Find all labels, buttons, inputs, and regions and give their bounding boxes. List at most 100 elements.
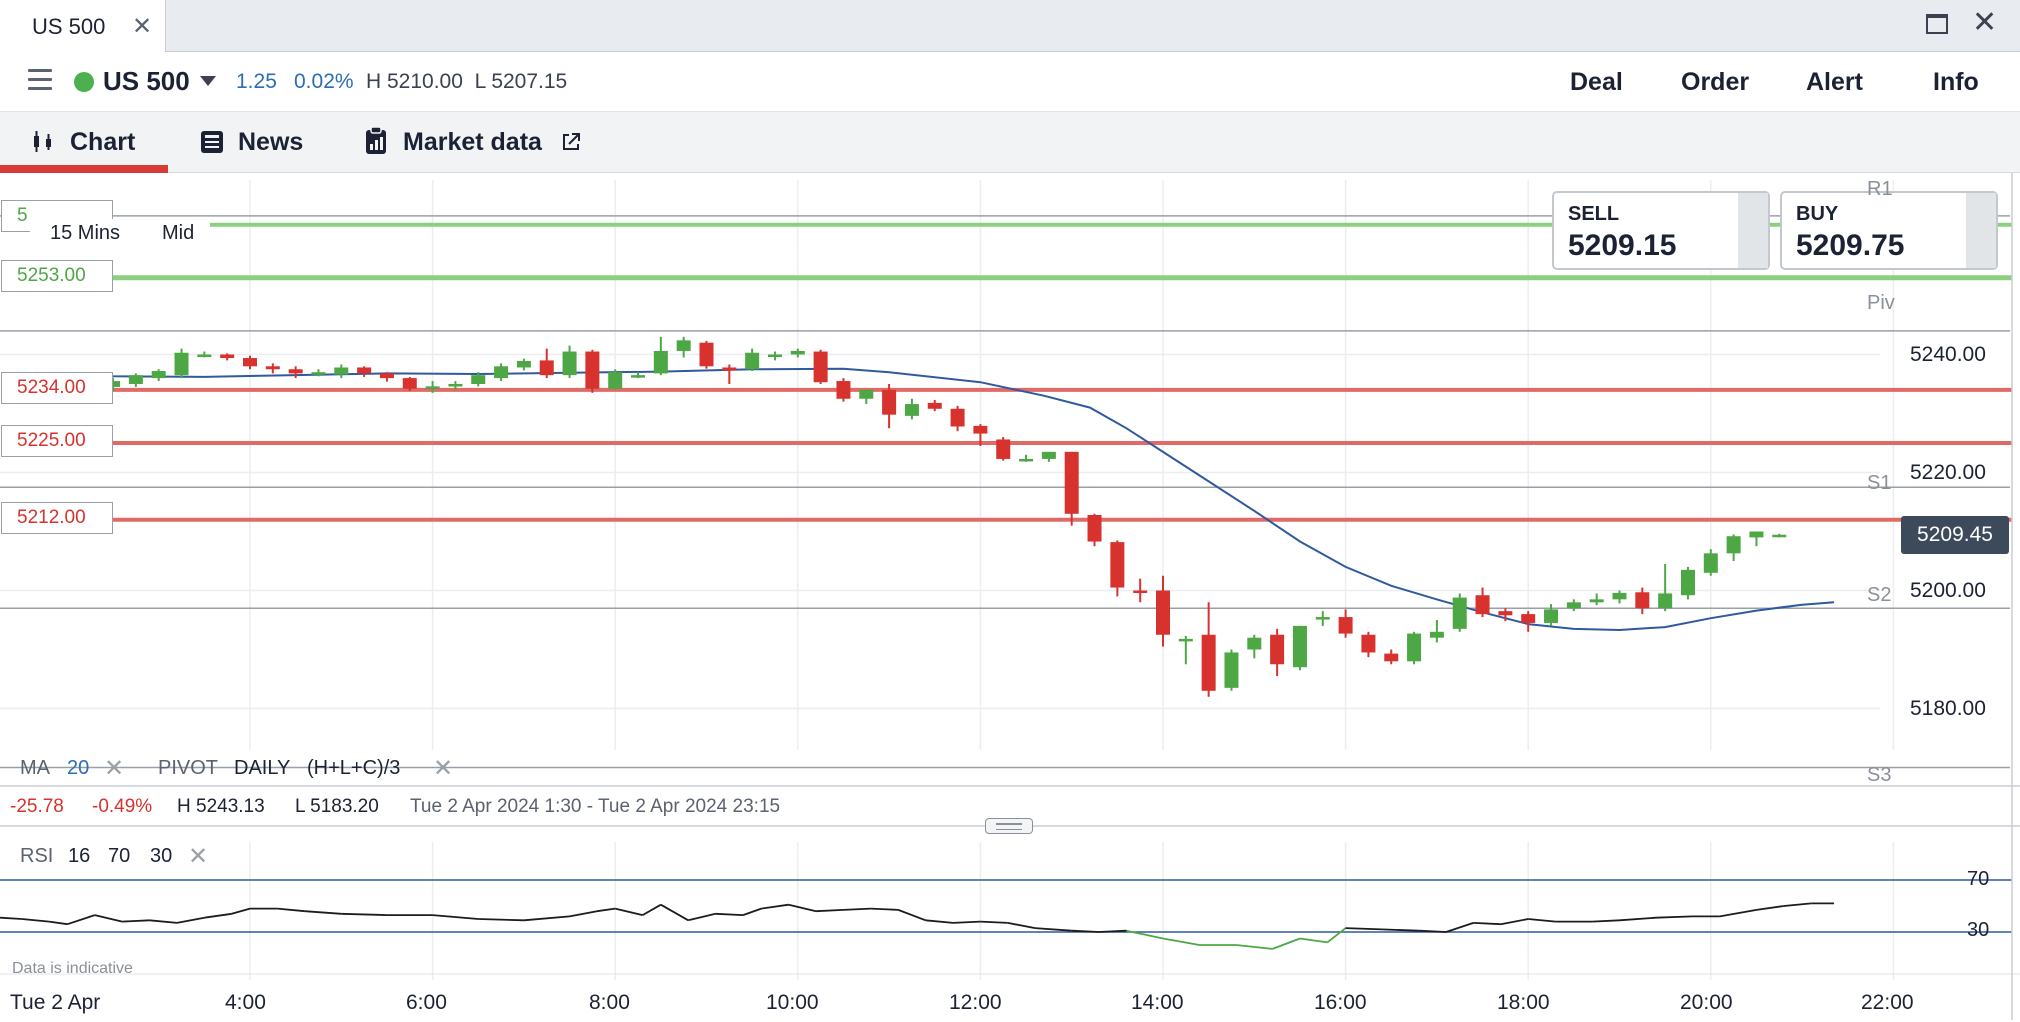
candle-body — [379, 373, 394, 379]
price-chart[interactable] — [0, 173, 2020, 1022]
candle — [1041, 451, 1056, 462]
candle — [836, 378, 851, 402]
timeframe-interval[interactable]: 15 Mins — [50, 222, 121, 244]
candle — [151, 369, 166, 382]
ma-label[interactable]: MA — [20, 757, 50, 779]
remove-ma-close-icon[interactable]: ✕ — [104, 755, 125, 782]
deal-button[interactable]: Deal — [1570, 68, 1623, 96]
level-tag-green-value: 5253.00 — [17, 265, 86, 286]
rsi-line-segment — [596, 907, 616, 913]
candle — [1658, 563, 1673, 612]
chevron-down-icon[interactable] — [200, 76, 216, 86]
candle — [813, 349, 828, 384]
order-button[interactable]: Order — [1681, 68, 1750, 96]
candle-body — [1338, 617, 1353, 634]
instrument-name[interactable]: US 500 — [103, 66, 190, 96]
candle-body — [585, 351, 600, 389]
timeframe-price-type[interactable]: Mid — [162, 222, 195, 244]
alert-button[interactable]: Alert — [1806, 68, 1863, 96]
candles-layer — [60, 336, 1787, 697]
candle — [128, 373, 143, 387]
y-tick-label: 5200.00 — [1910, 579, 1986, 602]
pivot-formula[interactable]: (H+L+C)/3 — [307, 757, 401, 779]
candle-body — [1064, 451, 1079, 514]
pivot-label-s1: S1 — [1867, 472, 1892, 494]
rsi-label[interactable]: RSI — [20, 845, 54, 867]
candle — [950, 405, 965, 432]
candle-body — [1133, 590, 1148, 593]
candle-body — [1475, 595, 1490, 615]
rsi-line-segment — [49, 920, 68, 926]
ma-period[interactable]: 20 — [67, 757, 90, 779]
level-tag-red-2[interactable]: 5225.00 — [1, 425, 113, 457]
level-tag-red-3-value: 5212.00 — [17, 507, 86, 528]
rsi-line-segment — [1126, 929, 1164, 940]
candle — [1384, 649, 1399, 665]
candle-body — [1521, 614, 1536, 623]
rsi-period[interactable]: 16 — [68, 845, 91, 867]
x-tick-label: 6:00 — [406, 991, 447, 1014]
candle-body — [197, 354, 212, 357]
candle-body — [1292, 625, 1307, 668]
rsi-lower[interactable]: 30 — [150, 845, 173, 867]
remove-rsi-close-icon[interactable]: ✕ — [188, 843, 209, 870]
pivot-period[interactable]: DAILY — [234, 757, 291, 779]
remove-pivot-close-icon[interactable]: ✕ — [433, 755, 454, 782]
candle — [767, 351, 782, 361]
candle-body — [699, 342, 714, 367]
info-button[interactable]: Info — [1933, 68, 1979, 96]
candle-body — [425, 386, 440, 389]
rsi-upper[interactable]: 70 — [108, 845, 131, 867]
buy-price: 5209.75 — [1796, 229, 1905, 262]
candle-body — [927, 402, 942, 409]
candle — [927, 399, 942, 412]
candle — [1087, 513, 1102, 547]
candle-body — [1384, 653, 1399, 662]
candle-body — [1429, 631, 1444, 638]
buy-label: BUY — [1796, 203, 1839, 225]
rsi-line-segment — [1235, 944, 1273, 950]
rsi-line-segment — [1326, 927, 1347, 944]
maximize-icon[interactable] — [1926, 14, 1948, 34]
rsi-line-segment — [67, 914, 96, 926]
rsi-line-segment — [523, 915, 570, 922]
x-tick-label: 12:00 — [949, 991, 1002, 1014]
candle-body — [1544, 609, 1559, 623]
candle-body — [631, 375, 646, 378]
external-link-icon[interactable] — [560, 131, 582, 153]
window-tab[interactable]: US 500 ✕ — [0, 0, 166, 53]
y-tick-label: 5180.00 — [1910, 697, 1986, 720]
buy-quote-button[interactable]: BUY 5209.75 — [1780, 191, 1998, 270]
candle-body — [1658, 593, 1673, 609]
level-tag-red-1[interactable]: 5234.00 — [1, 372, 113, 404]
rsi-line-segment — [1528, 918, 1556, 923]
close-icon[interactable]: ✕ — [1972, 6, 1998, 39]
rsi-line-segment — [925, 919, 954, 924]
rsi-line-segment — [122, 919, 150, 923]
candle-body — [1566, 602, 1581, 609]
rsi-line-segment — [1445, 922, 1474, 933]
candle-body — [676, 340, 691, 351]
close-icon[interactable]: ✕ — [132, 13, 153, 40]
pivot-label[interactable]: PIVOT — [158, 757, 219, 779]
rsi-line-segment — [21, 918, 50, 923]
pivot-label-s2: S2 — [1867, 584, 1892, 606]
panel-resize-handle[interactable] — [985, 818, 1033, 834]
sell-quote-button[interactable]: SELL 5209.15 — [1552, 191, 1770, 270]
summary-range: Tue 2 Apr 2024 1:30 - Tue 2 Apr 2024 23:… — [410, 796, 781, 817]
rsi-line-segment — [952, 920, 981, 924]
candle-body — [1041, 451, 1056, 459]
candle-body — [516, 360, 531, 368]
level-tag-red-3[interactable]: 5212.00 — [1, 502, 113, 534]
level-tag-green[interactable]: 5253.00 — [1, 260, 113, 292]
hamburger-menu-icon[interactable] — [28, 69, 52, 91]
x-tick-label: 16:00 — [1314, 991, 1367, 1014]
candle — [1475, 587, 1490, 618]
rsi-line-segment — [1783, 902, 1812, 907]
panel-separators — [0, 173, 2020, 1020]
rsi-layer — [0, 879, 2012, 950]
candle — [973, 424, 988, 446]
candle-body — [311, 372, 326, 375]
rsi-line-segment — [688, 912, 716, 922]
rsi-line-segment — [432, 914, 479, 920]
